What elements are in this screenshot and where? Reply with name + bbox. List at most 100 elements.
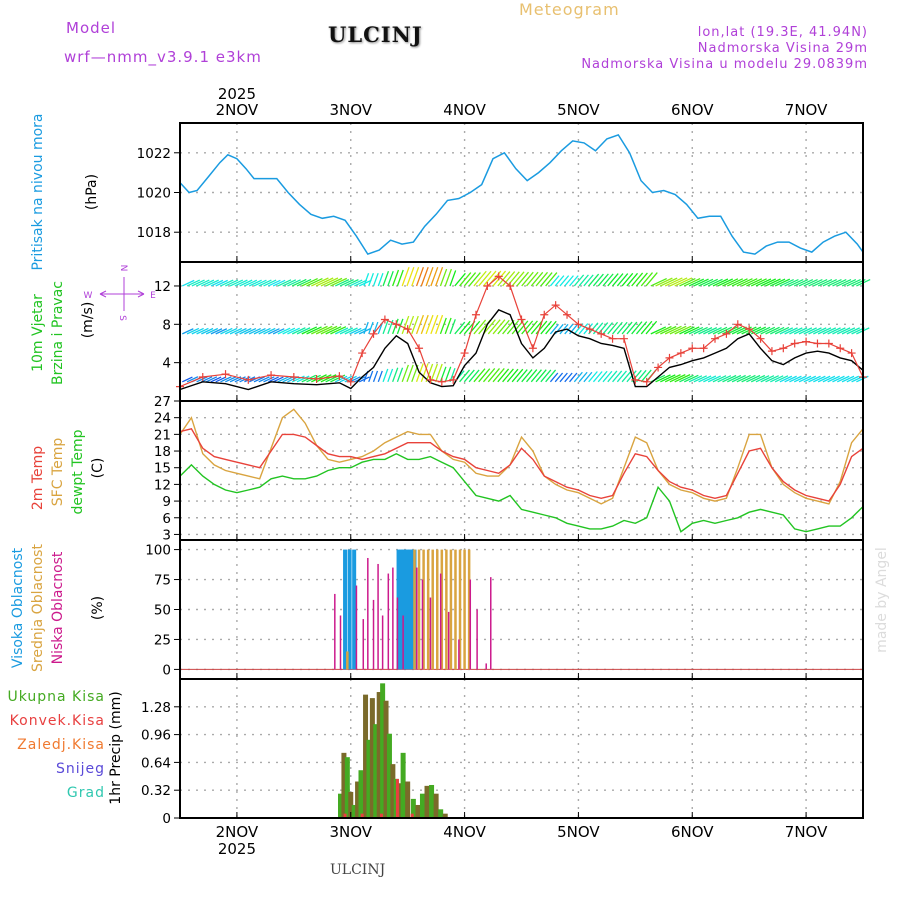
cloud-bar: [377, 563, 379, 670]
wind-arrow: [349, 279, 363, 287]
pressure-axis-label: Pritisak na nivou mora: [30, 113, 46, 270]
wind-arrow: [215, 279, 228, 287]
wind-arrow: [506, 271, 520, 287]
wind-arrow: [401, 315, 410, 335]
wind-unit: (m/s): [80, 302, 96, 339]
cloud-bar: [401, 549, 406, 670]
wind-arrow: [258, 279, 272, 287]
wind-gust-marker: [517, 315, 526, 324]
y-tick-label: 24: [154, 411, 171, 427]
x-tick-label-top: 7NOV: [785, 101, 828, 119]
wind-arrow: [688, 326, 704, 335]
wind-arrow: [220, 376, 232, 383]
compass-cross-icon: [99, 277, 145, 311]
wind-arrow: [827, 327, 841, 335]
wind-arrow: [253, 279, 267, 287]
dewpt-temp-line: [179, 453, 864, 533]
precip-bar: [442, 813, 448, 818]
wind-arrow: [535, 271, 549, 287]
wind-gust-marker: [722, 329, 731, 338]
conv-precip-bar: [410, 813, 414, 818]
y-tick-label: 50: [154, 603, 171, 619]
wind-gust-marker: [574, 320, 583, 329]
wind-arrow: [607, 273, 619, 287]
wind-arrow: [731, 278, 748, 287]
wind-arrow: [631, 321, 643, 335]
precip-bar: [386, 733, 392, 818]
wind-arrow: [430, 363, 438, 383]
wind-arrow: [444, 268, 452, 287]
wind-arrow: [669, 277, 688, 287]
watermark: made by Angel: [874, 547, 890, 653]
y-tick-label: 8: [162, 317, 171, 333]
cloud-axis-label-1: Visoka Oblacnost: [10, 547, 26, 668]
wind-arrow: [789, 375, 802, 383]
wind-gust-marker: [631, 375, 640, 384]
wind-arrow: [287, 327, 300, 335]
wind-arrow: [616, 273, 629, 287]
wind-arrow: [635, 321, 648, 335]
wind-arrow: [684, 277, 701, 287]
wind-arrow: [549, 372, 559, 383]
wind-arrow: [459, 272, 472, 287]
wind-arrow: [664, 325, 682, 335]
cloud-bar: [447, 611, 450, 670]
wind-arrow: [258, 376, 270, 383]
wind-arrow: [339, 279, 354, 287]
wind-arrow: [717, 326, 733, 335]
wind-arrow: [755, 278, 772, 287]
wind-arrow: [344, 327, 358, 335]
cloud-bar: [476, 609, 478, 670]
wind-arrow: [727, 374, 742, 383]
wind-arrow: [597, 273, 609, 287]
wind-gust-marker: [790, 339, 799, 348]
wind-gust-marker: [244, 375, 253, 384]
y-tick-label: 75: [154, 573, 171, 589]
product-title: Meteogram: [519, 0, 620, 19]
wind-arrow: [664, 277, 683, 287]
wind-arrow: [530, 369, 542, 383]
wind-arrow: [330, 326, 347, 335]
wind-arrow: [473, 368, 486, 383]
wind-arrow: [282, 279, 297, 287]
wind-arrow: [693, 326, 708, 335]
wind-arrow: [368, 272, 374, 287]
wind-arrow: [698, 327, 713, 335]
wind-arrow: [253, 376, 265, 383]
wind-arrow: [765, 278, 781, 287]
wind-arrow: [449, 319, 456, 335]
wind-arrow: [268, 279, 281, 287]
cloud-bar: [439, 573, 442, 670]
wind-arrow: [765, 375, 779, 383]
wind-arrow: [296, 278, 312, 287]
wind-arrow: [626, 321, 638, 335]
wind-arrow: [205, 279, 219, 287]
cloud-bar: [334, 593, 336, 670]
wind-arrow: [602, 273, 614, 287]
cloud-bar: [436, 549, 439, 670]
wind-arrow: [363, 273, 370, 287]
wind-arrow: [813, 327, 827, 335]
wind-arrow: [511, 368, 524, 383]
wind-arrow: [439, 317, 447, 335]
temp-axis-label-3: dewpt Temp: [70, 429, 86, 514]
wind-arrow: [569, 323, 579, 335]
wind-arrow: [502, 319, 515, 335]
wind-arrow: [334, 375, 348, 383]
wind-arrow: [602, 322, 614, 335]
wind-arrow: [817, 375, 831, 383]
wind-arrow: [655, 374, 671, 383]
wind-arrow: [430, 266, 439, 287]
wind-arrow: [272, 376, 284, 383]
wind-arrow: [635, 272, 648, 287]
wind-gust-marker: [597, 329, 606, 338]
wind-arrow: [793, 327, 808, 335]
wind-arrow: [234, 376, 246, 383]
station-title: ULCINJ: [328, 22, 423, 47]
wind-arrow: [750, 374, 766, 383]
cloud-bar: [352, 549, 357, 670]
wind-arrow: [707, 278, 723, 287]
cloud-bar: [392, 567, 394, 670]
wind-arrow: [836, 327, 851, 335]
wind-arrow: [406, 266, 415, 287]
